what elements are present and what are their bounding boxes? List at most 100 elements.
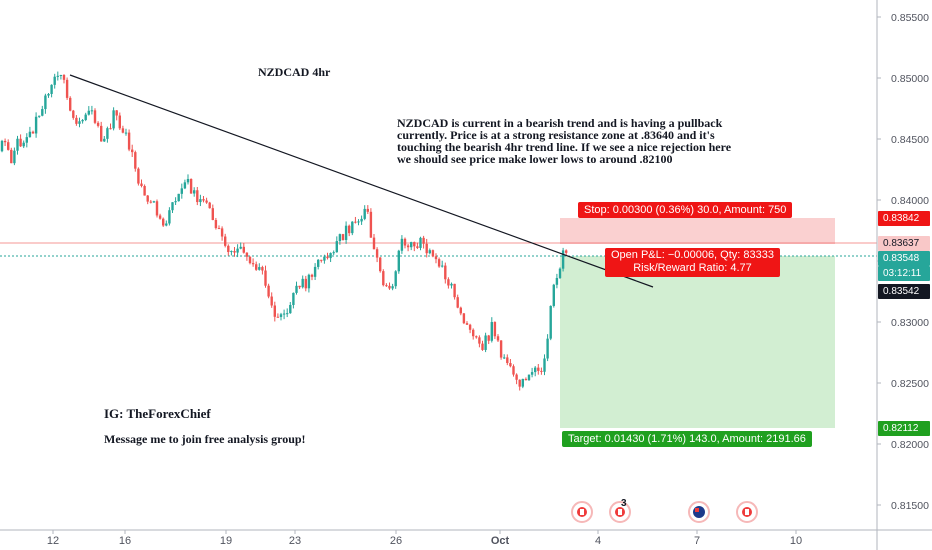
candle-down: [506, 357, 509, 364]
candle-up: [56, 75, 59, 77]
candle-down: [372, 237, 376, 250]
price-tick-label: 0.82500: [891, 378, 929, 390]
candle-up: [561, 250, 565, 269]
candle-up: [410, 242, 413, 248]
candle-down: [354, 221, 357, 223]
candle-down: [72, 110, 75, 118]
candle-down: [385, 285, 388, 287]
candle-up: [344, 225, 348, 240]
candle-up: [450, 283, 453, 286]
candle-down: [162, 218, 165, 226]
candle-up: [555, 277, 559, 285]
price-tick-label: 0.83000: [891, 317, 929, 329]
time-axis[interactable]: 12 16 19 23 26 Oct 4 7 10: [47, 530, 802, 547]
candle-down: [220, 228, 224, 237]
time-tick-label: 4: [595, 535, 601, 547]
price-tick-label: 0.82000: [891, 439, 929, 451]
time-tick-label: 16: [119, 535, 131, 547]
candle-down: [379, 257, 382, 272]
stop-zone[interactable]: [560, 218, 835, 244]
candle-up: [490, 322, 493, 341]
candle-up: [441, 265, 444, 267]
candle-up: [292, 292, 295, 305]
candle-down: [255, 264, 258, 270]
candle-up: [13, 150, 16, 164]
candle-down: [462, 313, 466, 324]
candle-down: [493, 322, 497, 337]
candle-up: [59, 74, 63, 76]
canada-flag-icon[interactable]: [571, 501, 593, 523]
candle-down: [251, 263, 255, 265]
candle-down: [261, 267, 264, 271]
candle-down: [310, 274, 314, 277]
candle-up: [323, 256, 326, 261]
candle-down: [465, 323, 469, 325]
candle-up: [177, 193, 180, 202]
candle-down: [146, 195, 149, 202]
canada-flag-icon[interactable]: [736, 501, 758, 523]
candle-down: [487, 335, 490, 341]
candle-down: [242, 246, 245, 253]
candle-down: [518, 379, 521, 387]
candle-down: [565, 250, 568, 253]
candle-down: [437, 259, 441, 267]
candle-down: [537, 367, 540, 371]
candle-up: [0, 140, 4, 152]
candle-up: [106, 128, 109, 139]
candle-up: [394, 271, 397, 287]
time-tick-label: 12: [47, 535, 59, 547]
entry-price-tag: 0.83637: [878, 236, 930, 251]
candle-up: [419, 237, 422, 248]
candle-down: [341, 234, 345, 240]
candle-up: [530, 372, 534, 375]
candle-down: [65, 79, 69, 98]
candle-down: [248, 256, 252, 264]
candle-up: [165, 223, 168, 226]
candle-down: [326, 256, 329, 259]
candle-up: [549, 305, 552, 339]
candle-down: [115, 110, 118, 116]
candle-up: [78, 121, 81, 124]
candle-down: [512, 366, 515, 375]
candle-down: [19, 138, 22, 147]
candle-up: [186, 178, 190, 183]
target-zone[interactable]: [560, 256, 835, 428]
candle-up: [81, 119, 84, 122]
candle-up: [47, 93, 50, 96]
candle-down: [468, 324, 472, 330]
trend-line[interactable]: [69, 74, 654, 288]
target-label: Target: 0.01430 (1.71%) 143.0, Amount: 2…: [562, 431, 812, 447]
candle-down: [366, 208, 369, 212]
candle-down: [320, 259, 323, 261]
target-price-tag: 0.82112: [878, 421, 930, 436]
candle-down: [143, 185, 146, 196]
candle-down: [96, 122, 100, 126]
candle-up: [180, 188, 183, 194]
time-tick-label: 7: [694, 535, 700, 547]
risk-reward-text: Risk/Reward Ratio: 4.77: [633, 262, 752, 274]
canada-flag-icon[interactable]: [609, 501, 631, 523]
candle-up: [397, 250, 400, 272]
candle-down: [444, 265, 447, 280]
candle-down: [422, 237, 425, 244]
candle-down: [3, 140, 7, 143]
candle-down: [196, 190, 199, 203]
new-zealand-flag-icon[interactable]: [688, 501, 710, 523]
candle-down: [75, 117, 78, 124]
candle-down: [369, 211, 373, 238]
candle-up: [335, 241, 338, 253]
candle-down: [348, 225, 351, 234]
candle-up: [168, 210, 171, 224]
candle-down: [214, 219, 218, 229]
stop-label: Stop: 0.00300 (0.36%) 30.0, Amount: 750: [578, 202, 793, 218]
candle-up: [53, 76, 56, 85]
candle-down: [217, 228, 221, 230]
ig-handle: IG: TheForexChief: [104, 406, 211, 421]
candle-up: [103, 138, 106, 142]
candle-down: [131, 149, 134, 153]
candle-up: [332, 252, 335, 254]
candle-down: [481, 343, 484, 350]
candle-down: [447, 279, 450, 286]
time-tick-label: 26: [390, 535, 402, 547]
